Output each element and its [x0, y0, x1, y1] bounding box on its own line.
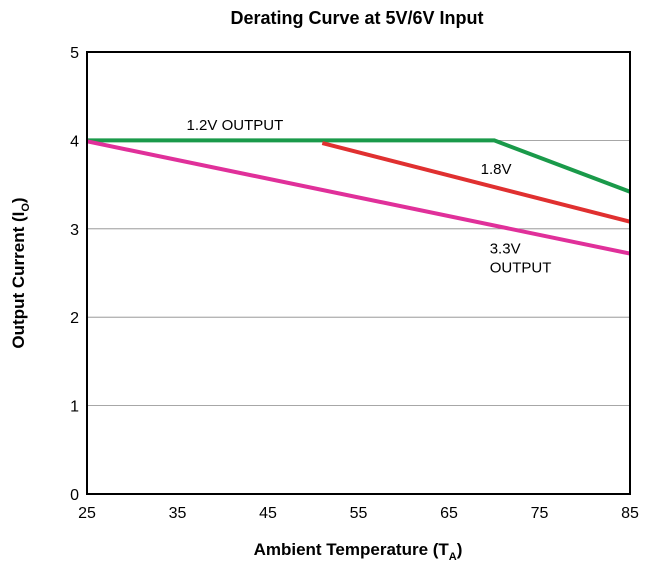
x-tick-label: 55 [350, 505, 368, 522]
x-tick-label: 75 [531, 505, 549, 522]
annotation-0: 1.2V OUTPUT [187, 117, 284, 134]
x-tick-label: 85 [621, 505, 639, 522]
x-tick-label: 25 [78, 505, 96, 522]
x-tick-label: 65 [440, 505, 458, 522]
y-tick-label: 3 [70, 222, 79, 239]
series-line-0 [87, 138, 631, 194]
series-layer [86, 138, 631, 256]
y-tick-label: 5 [70, 45, 79, 62]
annotation-2: OUTPUT [490, 260, 552, 277]
y-tick-label: 2 [70, 310, 79, 327]
y-axis-label: Output Current (IO) [9, 197, 32, 348]
x-axis-label: Ambient Temperature (TA) [254, 540, 463, 563]
series-line-1 [321, 141, 631, 224]
series-line-2 [86, 139, 631, 256]
chart-title: Derating Curve at 5V/6V Input [230, 8, 483, 28]
annotations: 1.2V OUTPUT 1.8V 3.3V OUTPUT [187, 117, 552, 277]
plot-frame [86, 51, 631, 495]
x-tick-label: 35 [169, 505, 187, 522]
annotation-1: 1.8V [481, 161, 512, 178]
y-tick-label: 0 [70, 487, 79, 504]
annotation-2: 3.3V [490, 241, 521, 258]
x-tick-label: 45 [259, 505, 277, 522]
y-tick-label: 1 [70, 399, 79, 416]
y-tick-label: 4 [70, 133, 79, 150]
